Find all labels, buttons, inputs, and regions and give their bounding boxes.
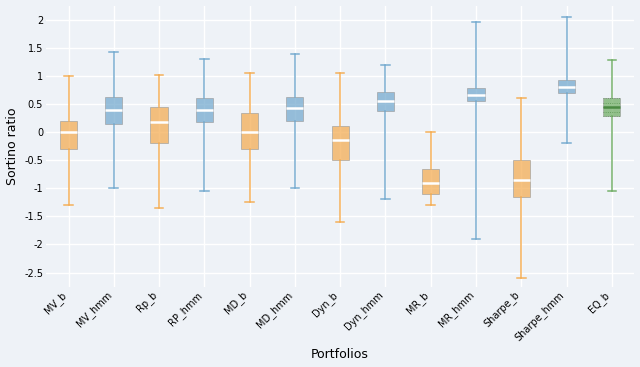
PathPatch shape: [513, 160, 530, 197]
PathPatch shape: [422, 168, 439, 194]
PathPatch shape: [196, 98, 213, 122]
PathPatch shape: [150, 107, 168, 143]
PathPatch shape: [558, 80, 575, 93]
PathPatch shape: [332, 126, 349, 160]
PathPatch shape: [604, 98, 620, 116]
PathPatch shape: [105, 97, 122, 124]
X-axis label: Portfolios: Portfolios: [311, 348, 369, 361]
PathPatch shape: [467, 88, 484, 101]
PathPatch shape: [241, 113, 258, 149]
PathPatch shape: [60, 121, 77, 149]
Y-axis label: Sortino ratio: Sortino ratio: [6, 107, 19, 185]
PathPatch shape: [286, 97, 303, 121]
PathPatch shape: [377, 91, 394, 111]
